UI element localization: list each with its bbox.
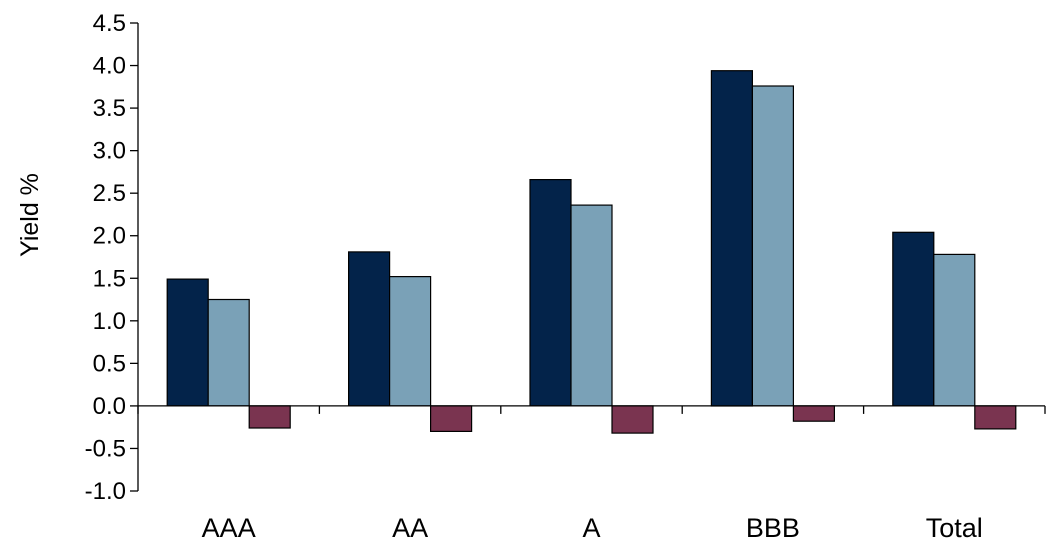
- bar-series-1-aa: [348, 251, 391, 407]
- y-tick-label: -1.0: [85, 478, 126, 505]
- bar-series-3-total: [974, 405, 1017, 430]
- y-axis-label: Yield %: [16, 173, 44, 257]
- y-tick-label: 1.5: [93, 265, 126, 292]
- bar-series-1-total: [892, 231, 935, 407]
- bar-series-3-aa: [430, 405, 473, 432]
- y-tick-label: 4.0: [93, 53, 126, 80]
- bar-series-3-aaa: [248, 405, 291, 429]
- bar-series-2-total: [933, 253, 976, 407]
- bar-series-2-aa: [389, 276, 432, 407]
- x-category-label-total: Total: [926, 513, 983, 543]
- bars-group: [166, 70, 1017, 434]
- bar-series-2-a: [570, 204, 613, 407]
- bar-series-3-a: [611, 405, 654, 434]
- x-category-label-bbb: BBB: [746, 513, 800, 543]
- y-tick-label: 2.5: [93, 180, 126, 207]
- axes-group: [137, 23, 1046, 491]
- y-ticks-group: 4.5 4.0 3.5 3.0 2.5 2.0 1.5 1.0 0.5 0.0 -0.5 -1.0: [85, 10, 138, 505]
- y-tick-label: 1.0: [93, 308, 126, 335]
- y-tick-label: 3.5: [93, 95, 126, 122]
- bar-series-1-bbb: [710, 70, 754, 407]
- x-category-label-aa: AA: [392, 513, 428, 543]
- y-tick-label: 3.0: [93, 138, 126, 165]
- bar-series-1-aaa: [166, 278, 209, 407]
- x-labels-group: AAA AA A BBB Total: [202, 513, 983, 543]
- x-category-label-aaa: AAA: [202, 513, 256, 543]
- bar-series-3-bbb: [792, 405, 836, 422]
- y-tick-label: 0.5: [93, 350, 126, 377]
- y-tick-label: 0.0: [93, 393, 126, 420]
- x-category-label-a: A: [582, 513, 600, 543]
- bar-series-1-a: [529, 179, 572, 407]
- y-tick-label: -0.5: [85, 435, 126, 462]
- y-tick-label: 2.0: [93, 223, 126, 250]
- bar-series-2-bbb: [751, 85, 795, 407]
- bar-series-2-aaa: [207, 298, 250, 407]
- y-tick-label: 4.5: [93, 10, 126, 37]
